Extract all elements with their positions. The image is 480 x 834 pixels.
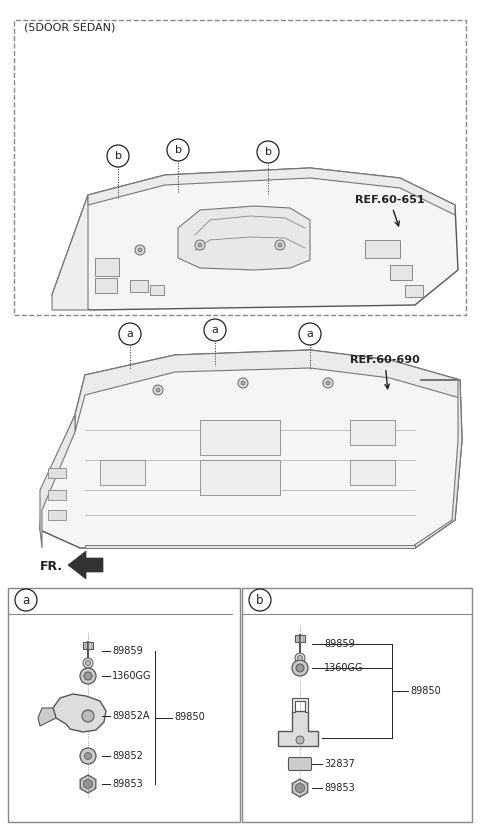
Text: 89853: 89853 [324,783,355,793]
Text: 89859: 89859 [324,639,355,649]
Circle shape [298,656,302,661]
Bar [48,510,66,520]
Circle shape [167,139,189,161]
Circle shape [238,378,248,388]
Bar [130,280,148,292]
Circle shape [83,658,93,668]
Circle shape [84,780,93,788]
Circle shape [84,672,92,680]
Bar [48,468,66,478]
Bar [365,240,400,258]
Bar [100,460,145,485]
Polygon shape [52,195,88,310]
FancyBboxPatch shape [288,757,312,771]
Bar [242,588,472,822]
Circle shape [198,243,202,247]
Circle shape [275,240,285,250]
Bar [390,265,412,280]
Text: a: a [307,329,313,339]
Bar [405,285,423,297]
Circle shape [292,660,308,676]
Bar [95,258,119,276]
Polygon shape [85,545,415,548]
Text: b: b [256,594,264,606]
Circle shape [295,653,305,663]
Polygon shape [292,779,308,797]
Circle shape [296,783,304,792]
Circle shape [119,323,141,345]
Circle shape [195,240,205,250]
Text: (5DOOR SEDAN): (5DOOR SEDAN) [24,22,115,32]
Text: b: b [115,151,121,161]
Text: 89852: 89852 [112,751,143,761]
Text: REF.60-690: REF.60-690 [350,355,420,389]
Circle shape [84,752,92,760]
Circle shape [323,378,333,388]
Bar [48,490,66,500]
Circle shape [241,381,245,385]
Circle shape [296,736,304,744]
Text: b: b [175,145,181,155]
Polygon shape [292,698,308,712]
Text: 89850: 89850 [410,686,441,696]
Text: REF.60-651: REF.60-651 [355,195,425,226]
Text: 89859: 89859 [112,646,143,656]
Text: a: a [23,594,30,606]
Circle shape [326,381,330,385]
Polygon shape [88,168,455,215]
Polygon shape [278,711,318,746]
FancyBboxPatch shape [83,642,93,649]
Text: 89852A: 89852A [112,711,149,721]
Polygon shape [68,551,103,579]
Bar [350,460,395,485]
Circle shape [80,668,96,684]
Polygon shape [410,380,462,548]
Circle shape [85,661,91,666]
FancyBboxPatch shape [295,635,305,642]
Polygon shape [53,694,106,732]
Circle shape [15,589,37,611]
Circle shape [278,243,282,247]
Circle shape [107,145,129,167]
Bar [350,420,395,445]
Circle shape [296,664,304,672]
Circle shape [156,388,160,392]
Text: a: a [127,329,133,339]
Circle shape [204,319,226,341]
Bar [8,588,240,822]
Text: FR.: FR. [40,560,63,574]
Text: a: a [212,325,218,335]
Polygon shape [52,168,458,310]
Bar [95,278,117,293]
Circle shape [299,323,321,345]
Polygon shape [75,350,460,432]
Polygon shape [40,415,75,548]
Polygon shape [40,350,462,548]
Circle shape [82,710,94,722]
Bar [200,420,280,455]
Text: 89850: 89850 [174,712,205,722]
Bar [14,20,466,315]
Text: 32837: 32837 [324,759,355,769]
Bar [150,285,164,295]
Polygon shape [178,206,310,270]
Circle shape [153,385,163,395]
Text: 89853: 89853 [112,779,143,789]
Polygon shape [38,708,56,726]
Polygon shape [80,775,96,793]
Text: 1360GG: 1360GG [112,671,152,681]
Text: 1360GG: 1360GG [324,663,363,673]
Circle shape [135,245,145,255]
Circle shape [249,589,271,611]
Bar [200,460,280,495]
Circle shape [138,248,142,252]
Circle shape [257,141,279,163]
Text: b: b [264,147,272,157]
Circle shape [80,748,96,764]
